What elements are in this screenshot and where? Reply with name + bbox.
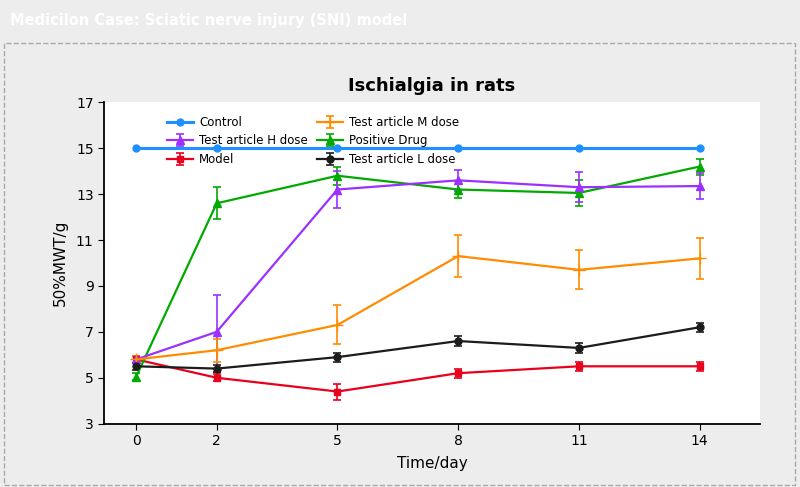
- X-axis label: Time/day: Time/day: [397, 456, 467, 471]
- Legend: Control, Test article H dose, Model, Test article M dose, Positive Drug, Test ar: Control, Test article H dose, Model, Tes…: [162, 112, 464, 170]
- Text: Medicilon Case: Sciatic nerve injury (SNI) model: Medicilon Case: Sciatic nerve injury (SN…: [10, 13, 407, 28]
- Y-axis label: 50%MWT/g: 50%MWT/g: [53, 220, 67, 306]
- Title: Ischialgia in rats: Ischialgia in rats: [348, 77, 516, 95]
